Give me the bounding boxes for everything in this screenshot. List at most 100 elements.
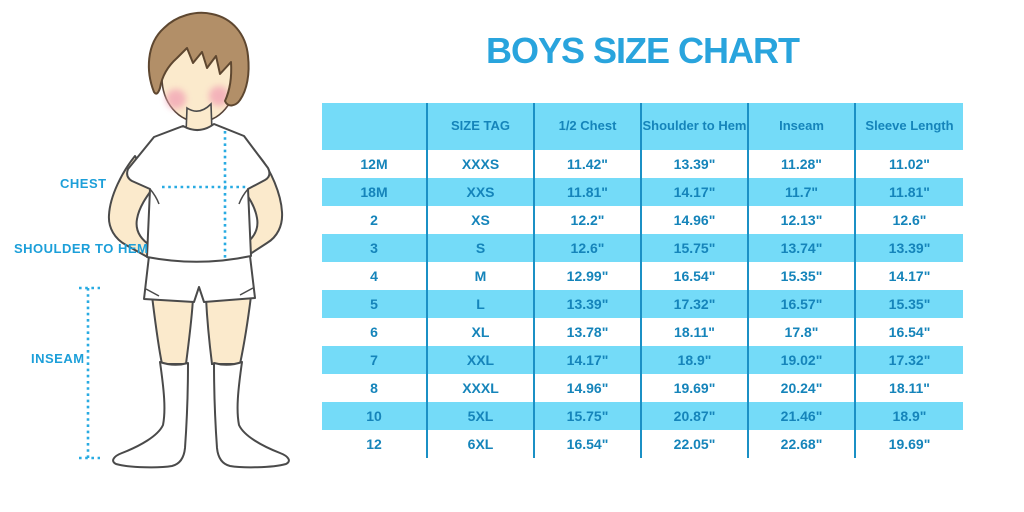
shorts-crease-right bbox=[239, 287, 254, 296]
table-cell: 11.81" bbox=[533, 178, 641, 206]
table-cell: 16.54" bbox=[533, 430, 641, 458]
hair bbox=[147, 11, 250, 107]
table-cell: 19.69" bbox=[640, 374, 748, 402]
table-cell: XXXL bbox=[426, 374, 534, 402]
table-cell: 13.74" bbox=[747, 234, 855, 262]
table-cell: 18M bbox=[322, 178, 427, 206]
table-cell: 16.57" bbox=[747, 290, 855, 318]
table-row: 3 S 12.6" 15.75" 13.74" 13.39" bbox=[322, 234, 963, 262]
column-header: 1/2 Chest bbox=[533, 103, 641, 150]
table-cell: XXS bbox=[426, 178, 534, 206]
shorts bbox=[143, 255, 256, 303]
chest-label: CHEST bbox=[60, 176, 107, 191]
boy-figure-svg bbox=[79, 11, 290, 469]
table-cell: 5 bbox=[322, 290, 427, 318]
table-row: 2 XS 12.2" 14.96" 12.13" 12.6" bbox=[322, 206, 963, 234]
table-cell: S bbox=[426, 234, 534, 262]
table-cell: 3 bbox=[322, 234, 427, 262]
table-cell: 17.32" bbox=[640, 290, 748, 318]
table-cell: 5XL bbox=[426, 402, 534, 430]
table-cell: 12.6" bbox=[533, 234, 641, 262]
table-cell: 13.78" bbox=[533, 318, 641, 346]
table-cell: 15.75" bbox=[640, 234, 748, 262]
size-table-body: 12M XXXS 11.42" 13.39" 11.28" 11.02" 18M XXS 11.… bbox=[322, 150, 963, 458]
column-header: Shoulder to Hem bbox=[640, 103, 748, 150]
table-cell: 6XL bbox=[426, 430, 534, 458]
table-cell: M bbox=[426, 262, 534, 290]
page-title: BOYS SIZE CHART bbox=[485, 30, 800, 71]
table-cell: 18.9" bbox=[854, 402, 963, 430]
table-cell: 17.8" bbox=[747, 318, 855, 346]
table-cell: 11.81" bbox=[854, 178, 963, 206]
table-cell: 11.42" bbox=[533, 150, 641, 178]
sock-right bbox=[213, 361, 290, 469]
table-cell: 2 bbox=[370, 212, 378, 228]
table-cell: 20.87" bbox=[640, 402, 748, 430]
table-row: 12 6XL 16.54" 22.05" 22.68" 19.69" bbox=[322, 430, 963, 458]
table-cell: 14.96" bbox=[640, 206, 748, 234]
table-cell: 19.69" bbox=[854, 430, 963, 458]
leg-right bbox=[204, 294, 253, 365]
shoulder-to-hem-label: SHOULDER TO HEM bbox=[14, 241, 149, 256]
table-cell: 11.28" bbox=[747, 150, 855, 178]
table-cell: L bbox=[426, 290, 534, 318]
table-row: 18M XXS 11.81" 14.17" 11.7" 11.81" bbox=[322, 178, 963, 206]
column-header: Inseam bbox=[747, 103, 855, 150]
table-cell: 14.17" bbox=[640, 178, 748, 206]
table-cell: 11.02" bbox=[854, 150, 963, 178]
table-cell: 17.32" bbox=[854, 346, 963, 374]
table-cell: 11.7" bbox=[747, 178, 855, 206]
table-cell: 12.6" bbox=[854, 206, 963, 234]
sock-left bbox=[112, 361, 189, 469]
table-row: 10 5XL 15.75" 20.87" 21.46" 18.9" bbox=[322, 402, 963, 430]
table-cell: XL bbox=[426, 318, 534, 346]
table-cell: 13.39" bbox=[533, 290, 641, 318]
column-header: SIZE TAG bbox=[426, 103, 534, 150]
table-cell: 12.13" bbox=[747, 206, 855, 234]
table-cell: 22.68" bbox=[747, 430, 855, 458]
table-row: 8 XXXL 14.96" 19.69" 20.24" 18.11" bbox=[322, 374, 963, 402]
table-cell: 4 bbox=[370, 268, 378, 284]
table-row: 12M XXXS 11.42" 13.39" 11.28" 11.02" bbox=[322, 150, 963, 178]
boy-illustration: CHEST SHOULDER TO HEM INSEAM bbox=[0, 0, 322, 512]
size-table-header: SIZE TAG 1/2 Chest Shoulder to Hem Inseam Sl… bbox=[322, 103, 963, 150]
table-cell: 22.05" bbox=[640, 430, 748, 458]
table-cell: 6 bbox=[370, 324, 378, 340]
table-cell: 14.17" bbox=[854, 262, 963, 290]
tshirt bbox=[126, 123, 271, 263]
table-cell: 13.39" bbox=[640, 150, 748, 178]
column-header bbox=[322, 103, 427, 150]
table-cell: 19.02" bbox=[747, 346, 855, 374]
cheek-left bbox=[166, 89, 186, 109]
table-cell: 18.11" bbox=[640, 318, 748, 346]
table-row: 4 M 12.99" 16.54" 15.35" 14.17" bbox=[322, 262, 963, 290]
table-cell: 14.17" bbox=[533, 346, 641, 374]
table-cell: XXL bbox=[426, 346, 534, 374]
table-cell: 15.75" bbox=[533, 402, 641, 430]
table-row: 7 XXL 14.17" 18.9" 19.02" 17.32" bbox=[322, 346, 963, 374]
table-cell: 15.35" bbox=[854, 290, 963, 318]
column-header: Sleeve Length bbox=[854, 103, 963, 150]
table-cell: 10 bbox=[322, 402, 427, 430]
table-cell: 18.11" bbox=[854, 374, 963, 402]
size-table: SIZE TAG 1/2 Chest Shoulder to Hem Inseam Sl… bbox=[322, 103, 963, 458]
table-cell: 20.24" bbox=[747, 374, 855, 402]
table-cell: XXXS bbox=[426, 150, 534, 178]
leg-left bbox=[150, 294, 195, 365]
table-cell: 13.39" bbox=[854, 234, 963, 262]
table-cell: 8 bbox=[370, 380, 378, 396]
shorts-crease-left bbox=[145, 288, 160, 297]
table-cell: 7 bbox=[322, 346, 427, 374]
table-row: 5 L 13.39" 17.32" 16.57" 15.35" bbox=[322, 290, 963, 318]
table-row: 6 XL 13.78" 18.11" 17.8" 16.54" bbox=[322, 318, 963, 346]
table-cell: 12.2" bbox=[533, 206, 641, 234]
table-cell: 18.9" bbox=[640, 346, 748, 374]
inseam-label: INSEAM bbox=[31, 351, 85, 366]
table-cell: 14.96" bbox=[533, 374, 641, 402]
table-cell: 15.35" bbox=[747, 262, 855, 290]
table-cell: 12 bbox=[366, 436, 382, 452]
header-row: SIZE TAG 1/2 Chest Shoulder to Hem Inseam Sl… bbox=[322, 103, 963, 150]
table-cell: XS bbox=[426, 206, 534, 234]
table-cell: 12M bbox=[360, 156, 388, 172]
